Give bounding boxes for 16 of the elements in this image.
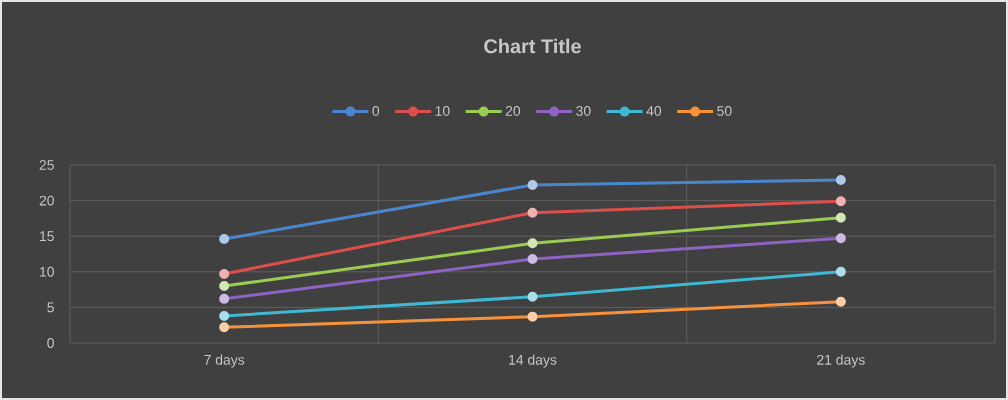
legend-label: 50: [717, 105, 732, 116]
y-tick-label: 20: [39, 195, 54, 206]
legend-label: 20: [505, 105, 521, 116]
x-tick-label: 21 days: [817, 354, 865, 368]
x-tick-label: 14 days: [509, 354, 557, 368]
y-tick-label: 25: [39, 160, 54, 170]
chart-title: Chart Title: [484, 38, 581, 54]
y-tick-label: 15: [40, 231, 54, 242]
y-tick-label: 5: [47, 302, 54, 313]
legend-label: 10: [435, 105, 450, 116]
x-tick-label: 7 days: [204, 354, 245, 368]
y-tick-label: 10: [40, 266, 54, 277]
legend-label: 0: [372, 105, 380, 116]
legend-label: 30: [576, 105, 591, 116]
legend-label: 40: [646, 105, 662, 116]
y-tick-label: 0: [47, 338, 54, 348]
